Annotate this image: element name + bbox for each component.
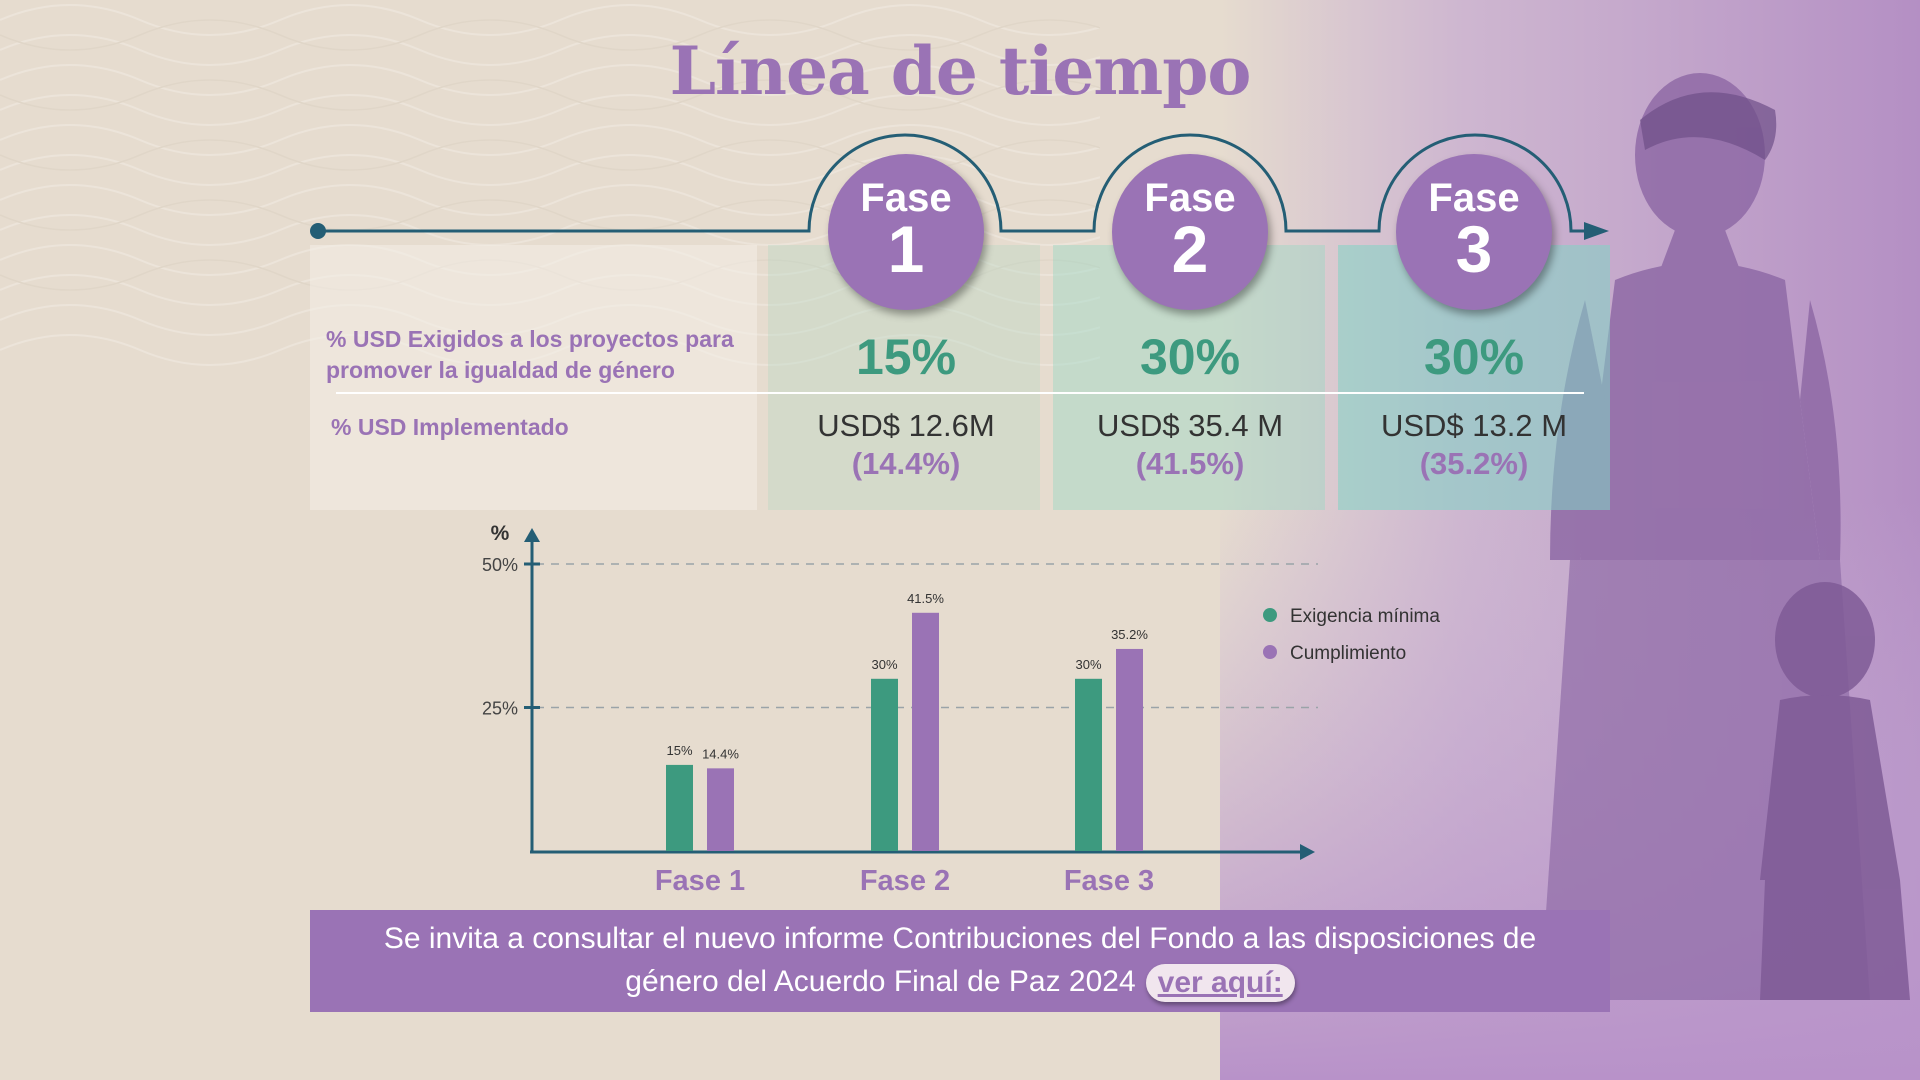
phase-number: 2 bbox=[1171, 212, 1209, 286]
phase-3-implemented-pct: (35.2%) bbox=[1419, 446, 1529, 481]
y-tick-label: 25% bbox=[482, 699, 518, 719]
phase-number: 3 bbox=[1455, 212, 1493, 286]
table-divider bbox=[336, 392, 1584, 394]
phase-1-badge: Fase 1 bbox=[828, 154, 984, 310]
footer-line-2: género del Acuerdo Final de Paz 2024 ver … bbox=[310, 964, 1610, 1002]
x-axis-arrow bbox=[1300, 844, 1315, 860]
phase-1-required-pct: 15% bbox=[855, 329, 957, 385]
bar-cumplimiento bbox=[912, 612, 939, 851]
x-tick-label: Fase 2 bbox=[860, 865, 950, 897]
bar-exigencia bbox=[871, 678, 898, 851]
y-axis-label: % bbox=[491, 522, 510, 545]
phase-3-required-pct: 30% bbox=[1423, 329, 1525, 385]
bar-exigencia bbox=[666, 764, 693, 851]
data-label: 41.5% bbox=[907, 591, 944, 606]
data-label: 30% bbox=[871, 657, 897, 672]
y-axis-arrow bbox=[524, 528, 540, 542]
data-label: 15% bbox=[666, 743, 692, 758]
data-label: 30% bbox=[1075, 657, 1101, 672]
legend-label: Exigencia mínima bbox=[1290, 606, 1440, 627]
legend-swatch bbox=[1263, 645, 1277, 659]
y-tick-label: 50% bbox=[482, 555, 518, 575]
x-tick-label: Fase 1 bbox=[655, 865, 745, 897]
phase-2-implemented-usd: USD$ 35.4 M bbox=[1096, 408, 1284, 443]
bar-cumplimiento bbox=[1116, 648, 1143, 851]
phase-2-implemented-pct: (41.5%) bbox=[1135, 446, 1245, 481]
phase-number: 1 bbox=[887, 212, 925, 286]
phase-1-implemented-pct: (14.4%) bbox=[851, 446, 961, 481]
data-label: 35.2% bbox=[1111, 627, 1148, 642]
ver-aqui-link[interactable]: ver aquí: bbox=[1145, 964, 1295, 1002]
phase-2-required-pct: 30% bbox=[1139, 329, 1241, 385]
x-tick-label: Fase 3 bbox=[1064, 865, 1154, 897]
footer-line-1: Se invita a consultar el nuevo informe C… bbox=[383, 922, 1537, 955]
bar-exigencia bbox=[1075, 678, 1102, 851]
bar-cumplimiento bbox=[707, 768, 734, 851]
phase-1-implemented-usd: USD$ 12.6M bbox=[817, 408, 995, 443]
footer-line-2-text: género del Acuerdo Final de Paz 2024 bbox=[625, 964, 1136, 998]
page-title: Línea de tiempo bbox=[669, 32, 1252, 110]
legend-swatch bbox=[1263, 608, 1277, 622]
phase-word: Fase bbox=[860, 176, 952, 220]
legend-label: Cumplimiento bbox=[1290, 643, 1406, 664]
implemented-row-label: % USD Implementado bbox=[331, 414, 569, 440]
required-row-label: % USD Exigidos a los proyectos para prom… bbox=[326, 326, 734, 383]
phase-3-badge: Fase 3 bbox=[1396, 154, 1552, 310]
footer-banner: Se invita a consultar el nuevo informe C… bbox=[310, 910, 1610, 1012]
wave-pattern-background bbox=[0, 4, 1100, 366]
table-label-column bbox=[310, 245, 757, 510]
phase-word: Fase bbox=[1428, 176, 1520, 220]
phase-2-badge: Fase 2 bbox=[1112, 154, 1268, 310]
data-label: 14.4% bbox=[702, 746, 739, 761]
phase-3-implemented-usd: USD$ 13.2 M bbox=[1380, 408, 1568, 443]
phase-word: Fase bbox=[1144, 176, 1236, 220]
